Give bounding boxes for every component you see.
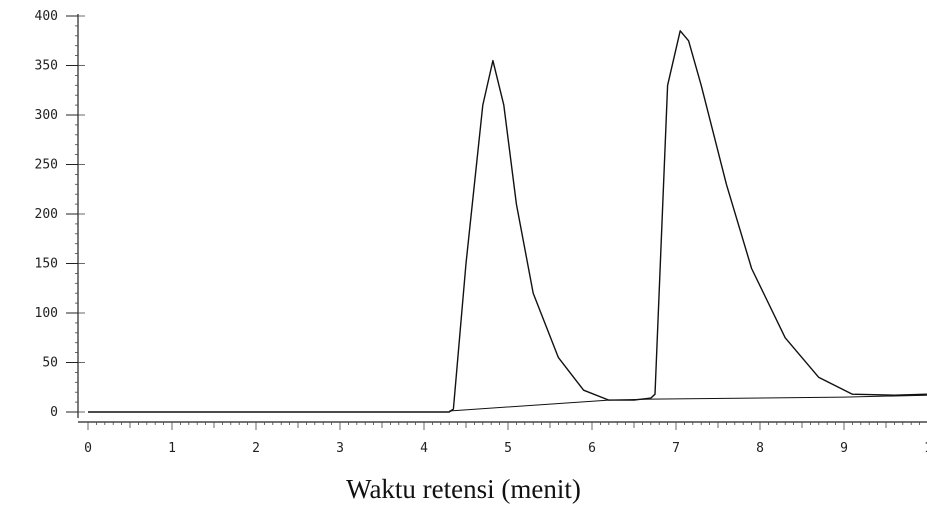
baseline-trace bbox=[449, 394, 927, 412]
x-axis: 0 1 2 3 4 5 6 7 8 9 1 bbox=[78, 421, 927, 456]
x-tick-label: 8 bbox=[756, 441, 764, 456]
y-tick-label: 50 bbox=[42, 356, 58, 371]
y-tick-label: 200 bbox=[35, 207, 58, 222]
x-tick-label: 9 bbox=[840, 441, 848, 456]
y-tick-label: 400 bbox=[35, 9, 58, 24]
x-tick-label: 1 bbox=[924, 441, 927, 456]
y-axis: 0 50 100 150 200 250 300 350 400 bbox=[35, 9, 85, 420]
x-tick-label: 6 bbox=[588, 441, 596, 456]
y-tick-label: 150 bbox=[35, 257, 58, 272]
x-axis-label: Waktu retensi (menit) bbox=[346, 474, 581, 504]
x-tick-label: 7 bbox=[672, 441, 680, 456]
y-tick-label: 300 bbox=[35, 108, 58, 123]
series-layer bbox=[88, 30, 927, 413]
y-tick-label: 100 bbox=[35, 306, 58, 321]
x-tick-label: 2 bbox=[252, 441, 260, 456]
y-tick-label: 350 bbox=[35, 59, 58, 74]
chromatogram-trace bbox=[88, 30, 927, 413]
x-tick-label: 4 bbox=[420, 441, 428, 456]
y-tick-label: 250 bbox=[35, 158, 58, 173]
y-tick-label: 0 bbox=[50, 405, 58, 420]
x-tick-label: 5 bbox=[504, 441, 512, 456]
x-tick-label: 0 bbox=[84, 441, 92, 456]
x-tick-label: 3 bbox=[336, 441, 344, 456]
x-tick-label: 1 bbox=[168, 441, 176, 456]
